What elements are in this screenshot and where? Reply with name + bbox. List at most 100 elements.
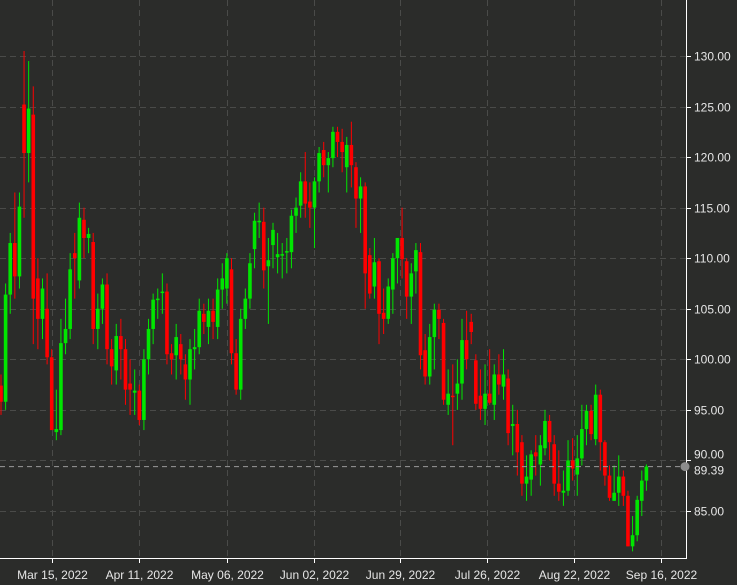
candle xyxy=(331,126,335,168)
candle xyxy=(192,328,197,370)
candle xyxy=(409,263,414,324)
candle-body xyxy=(82,219,86,238)
candle xyxy=(621,470,626,506)
candle-body xyxy=(354,167,358,199)
candle xyxy=(317,146,321,193)
candle xyxy=(566,440,570,496)
candle-body xyxy=(137,390,142,420)
candle xyxy=(109,339,114,385)
candle-body xyxy=(109,349,114,367)
candle xyxy=(501,349,506,400)
candle xyxy=(123,339,128,405)
candle-body xyxy=(308,201,312,208)
candle-body xyxy=(344,144,349,168)
candle xyxy=(349,121,354,188)
candle xyxy=(59,318,63,436)
candle-body xyxy=(96,308,100,329)
candle xyxy=(552,435,556,496)
candle-body xyxy=(119,336,123,350)
candle xyxy=(8,232,13,314)
candle-body xyxy=(372,262,377,287)
candle-body xyxy=(584,410,589,430)
candle xyxy=(68,253,72,340)
candle xyxy=(487,349,492,405)
candle xyxy=(460,318,464,400)
y-tick-label: 105.00 xyxy=(694,303,731,317)
candle-body xyxy=(552,444,556,484)
candle-body xyxy=(160,291,165,294)
x-tick-label: Aug 22, 2022 xyxy=(539,568,611,582)
candle xyxy=(91,232,95,345)
candle xyxy=(478,369,483,420)
candle-body xyxy=(303,181,308,204)
candle xyxy=(188,339,192,405)
candle-body xyxy=(557,483,561,492)
candle xyxy=(234,339,238,395)
candle xyxy=(497,354,501,395)
candle-body xyxy=(289,215,294,253)
candle-body xyxy=(294,207,298,216)
candle-body xyxy=(446,393,450,405)
candle-body xyxy=(630,535,635,547)
candle xyxy=(298,172,303,218)
candle-body xyxy=(363,186,367,274)
candle-body xyxy=(616,476,621,493)
candle-body xyxy=(165,291,169,355)
candle xyxy=(13,192,17,299)
candle xyxy=(635,495,639,542)
candle-body xyxy=(178,344,183,360)
candle-body xyxy=(123,349,128,390)
x-axis-ticks: Mar 15, 2022 Apr 11, 2022 May 06, 2022 Jun … xyxy=(17,558,698,582)
candle xyxy=(630,516,635,552)
candle xyxy=(248,253,252,309)
candle xyxy=(427,323,432,385)
candle xyxy=(257,202,261,238)
candle-body xyxy=(580,429,584,459)
candle xyxy=(616,455,621,506)
candle xyxy=(593,384,598,446)
candle xyxy=(266,237,271,324)
candle-body xyxy=(211,310,215,322)
candle xyxy=(155,288,160,319)
candle xyxy=(561,470,566,506)
candle xyxy=(414,243,418,294)
candle-body xyxy=(183,364,188,380)
candle xyxy=(17,192,22,289)
candle xyxy=(589,404,593,441)
candle-body xyxy=(450,395,455,398)
candle-body xyxy=(510,424,515,427)
candle xyxy=(96,293,100,350)
candle-body xyxy=(40,288,45,319)
candle-body xyxy=(538,445,543,465)
candle-body xyxy=(238,318,243,390)
x-tick-label: Jun 29, 2022 xyxy=(366,568,436,582)
candle-body xyxy=(215,289,220,327)
candle xyxy=(469,313,474,345)
candle-body xyxy=(206,310,211,327)
candle xyxy=(547,414,552,461)
grid-lines xyxy=(0,0,686,558)
candle xyxy=(82,207,86,259)
candle xyxy=(506,369,510,446)
candle xyxy=(49,349,54,431)
candle-body xyxy=(174,337,178,356)
candle-body xyxy=(234,353,238,390)
candle-body xyxy=(626,495,630,547)
candle-body xyxy=(368,255,372,294)
candle-body xyxy=(114,336,119,371)
candle xyxy=(358,177,363,233)
candle-body xyxy=(423,350,427,377)
candle xyxy=(183,354,188,400)
candle-body xyxy=(497,374,501,385)
candle xyxy=(220,263,225,309)
candle xyxy=(114,323,119,385)
candle-body xyxy=(492,374,497,405)
candle xyxy=(285,237,289,274)
candle xyxy=(450,364,455,446)
candle xyxy=(271,222,275,269)
candle xyxy=(40,278,45,340)
candle xyxy=(119,318,123,380)
candle-body xyxy=(524,476,529,484)
candle xyxy=(142,349,146,431)
candle xyxy=(326,152,331,193)
